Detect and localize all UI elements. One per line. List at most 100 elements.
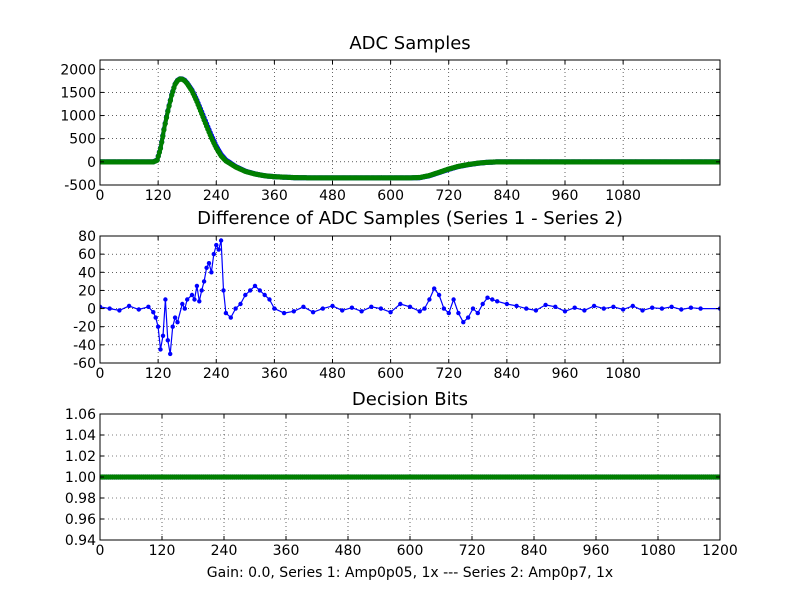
difference-series-1-point bbox=[218, 238, 224, 243]
difference-series-1-point bbox=[359, 309, 364, 314]
difference-xtick-label: 720 bbox=[435, 366, 462, 382]
difference-plot-area bbox=[100, 238, 720, 357]
difference-ytick-label: 80 bbox=[78, 229, 96, 245]
difference-series-1-point bbox=[310, 310, 316, 315]
difference-series-1-point bbox=[495, 299, 500, 304]
difference-series-1-point bbox=[168, 351, 173, 357]
difference-series-1-point bbox=[248, 288, 253, 293]
difference-series-1-point bbox=[209, 270, 214, 275]
difference-series-1-point bbox=[228, 315, 233, 320]
difference-series-1-point bbox=[553, 304, 558, 309]
difference-xtick-label: 840 bbox=[494, 366, 521, 382]
difference-series-1-point bbox=[214, 242, 219, 248]
adc-samples-ytick-label: -500 bbox=[64, 178, 96, 194]
difference-series-1-point bbox=[572, 305, 577, 310]
difference-series-1-point bbox=[485, 295, 490, 300]
difference-series-1-point bbox=[185, 297, 190, 302]
difference-series-1-point bbox=[206, 261, 212, 266]
difference-title: Difference of ADC Samples (Series 1 - Se… bbox=[197, 208, 623, 229]
difference-series-1-point bbox=[233, 306, 238, 311]
difference-frame bbox=[99, 235, 721, 364]
difference-series-1-point bbox=[136, 307, 141, 312]
adc-samples-xtick-label: 600 bbox=[377, 188, 404, 204]
difference-series-1-point bbox=[524, 306, 529, 311]
decision-bits-xtick-label: 120 bbox=[149, 543, 176, 559]
difference-series-1-point bbox=[201, 279, 207, 284]
difference-ytick-label: -40 bbox=[73, 338, 96, 354]
adc-samples-ytick-label: 1500 bbox=[60, 85, 96, 101]
difference-series-1-point bbox=[330, 303, 335, 309]
difference-xtick-label: 960 bbox=[552, 366, 579, 382]
difference-series-1-point bbox=[172, 315, 178, 320]
difference-series-1-point bbox=[126, 303, 132, 309]
decision-bits-xtick-label: 1080 bbox=[640, 543, 676, 559]
adc-samples-frame bbox=[99, 59, 721, 186]
adc-samples-series-2-point bbox=[166, 103, 172, 109]
adc-samples-xtick-label: 240 bbox=[203, 188, 230, 204]
difference-series-1-point bbox=[182, 306, 187, 311]
adc-samples-xtick-label: 360 bbox=[261, 188, 288, 204]
decision-bits-series-2-points bbox=[100, 474, 720, 480]
difference-series-1-point bbox=[216, 247, 221, 252]
difference-series-1-point bbox=[165, 338, 170, 343]
difference-ytick-label: -60 bbox=[73, 356, 96, 372]
adc-samples-xtick-label: 840 bbox=[494, 188, 521, 204]
difference-series-1-point bbox=[422, 306, 427, 311]
adc-samples-ytick-label: 2000 bbox=[60, 62, 96, 78]
difference-series-1-point bbox=[465, 315, 471, 320]
decision-bits-title: Decision Bits bbox=[352, 389, 468, 410]
difference-series-1-point bbox=[543, 302, 548, 308]
difference-series-1-point bbox=[204, 265, 209, 270]
difference-series-1-point bbox=[427, 297, 432, 302]
difference-series-1-point bbox=[267, 297, 272, 302]
decision-bits-ytick-label: 0.96 bbox=[65, 512, 96, 528]
decision-bits-xtick-label: 240 bbox=[211, 543, 238, 559]
adc-samples-series-2-point bbox=[159, 139, 165, 145]
difference-series-1-point bbox=[698, 306, 703, 311]
difference-series-1-point bbox=[349, 305, 355, 310]
difference-series-1-point bbox=[490, 297, 495, 302]
difference-series-1-point bbox=[398, 301, 403, 307]
decision-bits-xtick-label: 600 bbox=[397, 543, 424, 559]
difference-series-1-point bbox=[199, 288, 204, 293]
difference-series-1-point bbox=[211, 251, 216, 257]
decision-bits-xtick-label: 480 bbox=[335, 543, 362, 559]
difference-series-1-point bbox=[189, 292, 195, 298]
decision-bits-ytick-label: 1.00 bbox=[65, 470, 96, 486]
decision-bits-xtick-label: 360 bbox=[273, 543, 300, 559]
difference-series-1-point bbox=[238, 301, 243, 307]
adc-samples-xtick-label: 720 bbox=[435, 188, 462, 204]
difference-series-1-point bbox=[160, 333, 166, 338]
adc-samples-xtick-label: 960 bbox=[552, 188, 579, 204]
adc-samples-ytick-label: 0 bbox=[87, 155, 96, 171]
adc-samples-series-2-point bbox=[163, 115, 170, 121]
difference-series-1-point bbox=[146, 304, 151, 309]
difference-series-1-point bbox=[611, 304, 616, 309]
difference-series-1-point bbox=[107, 306, 112, 311]
difference-series-1-point bbox=[151, 310, 156, 315]
adc-samples-xtick-label: 120 bbox=[145, 188, 172, 204]
adc-samples-ytick-label: 500 bbox=[69, 132, 96, 148]
difference-series-1-point bbox=[301, 304, 306, 309]
difference-ytick-label: 0 bbox=[87, 302, 96, 318]
difference-series-1-point bbox=[223, 310, 229, 316]
adc-samples-series-2-point bbox=[161, 127, 167, 133]
difference-series-1-point bbox=[272, 306, 277, 311]
difference-series-1-point bbox=[170, 324, 175, 329]
adc-samples-title: ADC Samples bbox=[349, 33, 470, 54]
difference-series-1-point bbox=[461, 320, 466, 325]
difference-ytick-label: 60 bbox=[78, 247, 96, 263]
difference-series-1-point bbox=[117, 308, 122, 313]
decision-bits-ytick-label: 1.04 bbox=[65, 428, 96, 444]
difference-series-1-point bbox=[369, 304, 374, 309]
difference-series-1-point bbox=[158, 347, 163, 352]
difference-series-1-point bbox=[175, 320, 180, 325]
difference-ytick-label: -20 bbox=[73, 320, 96, 336]
difference-xtick-label: 1080 bbox=[605, 366, 641, 382]
difference-series-1-point bbox=[601, 306, 606, 311]
adc-samples-xtick-label: 0 bbox=[96, 188, 105, 204]
adc-samples-series-2-point bbox=[162, 121, 168, 127]
decision-bits-xtick-label: 840 bbox=[521, 543, 548, 559]
